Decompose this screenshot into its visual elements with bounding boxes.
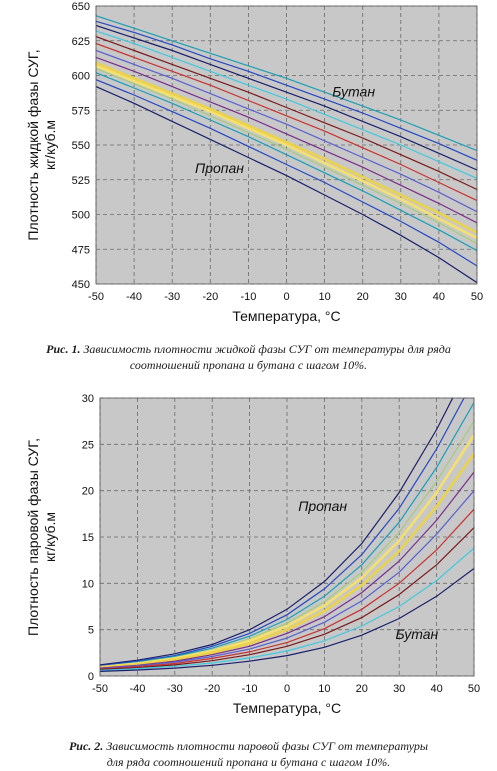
y-tick-label: 550 <box>72 140 90 152</box>
series-line <box>96 20 477 161</box>
vapor-density-chart: -50 -40 -30 -20 -10 0 10 20 30 40 50 0 5 10 15 20 25 30 Пр… <box>25 393 480 716</box>
y-tick-label: 575 <box>72 105 90 117</box>
x-axis-label: Температура, °С <box>233 700 341 716</box>
caption-text-line1: Зависимость плотности жидкой фазы СУГ от… <box>83 342 451 356</box>
series-line <box>96 36 477 191</box>
y-axis-label: Плотность жидкой фазы СУГ,кг/куб.м <box>25 49 58 240</box>
x-tick-label: -50 <box>88 291 104 303</box>
series-line <box>100 452 474 669</box>
y-axis-label: Плотность паровой фазы СУГ,кг/куб.м <box>25 438 58 636</box>
x-tick-label: 10 <box>318 683 330 695</box>
series-line <box>100 471 474 669</box>
series-line <box>100 402 474 668</box>
y-tick-label: 30 <box>82 393 94 405</box>
series-line <box>96 61 477 234</box>
x-tick-label: 50 <box>468 683 480 695</box>
y-tick-label: 20 <box>82 486 94 498</box>
series-line <box>96 56 477 224</box>
series-line <box>96 30 477 179</box>
y-axis-label-line1: Плотность паровой фазы СУГ, <box>25 438 41 636</box>
y-tick-label: 5 <box>88 625 94 637</box>
series-annotation: Пропан <box>298 498 347 514</box>
x-tick-label: 0 <box>284 683 290 695</box>
x-tick-label: 10 <box>318 291 330 303</box>
series-line <box>96 49 477 213</box>
x-tick-label: -50 <box>92 683 108 695</box>
x-tick-label: -40 <box>129 683 145 695</box>
caption-text-line2: соотношений пропана и бутана с шагом 10%… <box>129 358 368 372</box>
series-line <box>96 86 477 284</box>
series-line <box>100 398 465 667</box>
x-tick-label: 30 <box>393 683 405 695</box>
figure-caption-2: Рис. 2. Зависимость плотности паровой фа… <box>8 738 489 770</box>
x-tick-label: -30 <box>167 683 183 695</box>
series-group <box>96 15 477 284</box>
caption-label: Рис. 2. <box>68 739 104 753</box>
y-tick-label: 625 <box>72 36 90 48</box>
y-tick-label: 25 <box>82 439 94 451</box>
series-annotation: Пропан <box>195 160 244 176</box>
x-tick-label: -40 <box>126 291 142 303</box>
x-tick-label: 20 <box>357 291 369 303</box>
y-tick-label: 525 <box>72 175 90 187</box>
series-line <box>96 79 477 267</box>
series-line <box>96 42 477 202</box>
x-axis-label: Температура, °С <box>232 308 340 324</box>
liquid-density-chart: -50 -40 -30 -20 -10 0 10 20 30 40 50 450 475 500 525 55… <box>25 1 483 324</box>
x-tick-label: 20 <box>356 683 368 695</box>
x-tick-label: -10 <box>242 683 258 695</box>
y-axis-label-line2: кг/куб.м <box>42 512 58 562</box>
series-line <box>96 24 477 171</box>
series-line <box>100 490 474 670</box>
series-line <box>96 72 477 252</box>
x-tick-label: -30 <box>164 291 180 303</box>
series-line <box>96 67 477 245</box>
y-tick-label: 450 <box>72 279 90 291</box>
y-tick-label: 500 <box>72 210 90 222</box>
series-line <box>96 64 477 240</box>
x-tick-label: -20 <box>202 291 218 303</box>
series-line <box>100 527 474 671</box>
y-tick-label: 0 <box>88 671 94 683</box>
x-tick-label: 30 <box>395 291 407 303</box>
x-tick-label: 40 <box>430 683 442 695</box>
y-tick-label: 475 <box>72 244 90 256</box>
y-tick-label: 600 <box>72 71 90 83</box>
series-line <box>100 547 474 671</box>
series-line <box>96 15 477 152</box>
series-annotation: Бутан <box>332 83 375 99</box>
caption-text-line2: для ряда соотношений пропана и бутана с … <box>106 755 391 769</box>
y-tick-label: 15 <box>82 532 94 544</box>
y-tick-label: 650 <box>72 1 90 13</box>
figure-liquid-density: -50 -40 -30 -20 -10 0 10 20 30 40 50 450 475 500 525 55… <box>0 0 497 372</box>
y-tick-label: 10 <box>82 578 94 590</box>
plot-frame <box>99 397 475 677</box>
y-axis-label-line2: кг/куб.м <box>42 120 58 170</box>
caption-label: Рис. 1. <box>46 342 81 356</box>
plot-frame <box>95 5 478 285</box>
y-axis-label-line1: Плотность жидкой фазы СУГ, <box>25 49 41 240</box>
x-tick-label: 50 <box>471 291 483 303</box>
x-tick-label: 40 <box>433 291 445 303</box>
figure-caption-1: Рис. 1. Зависимость плотности жидкой фаз… <box>8 341 489 373</box>
caption-text-line1: Зависимость плотности паровой фазы СУГ о… <box>106 739 429 753</box>
series-line <box>100 398 454 666</box>
series-group <box>100 398 474 672</box>
series-line <box>100 508 474 670</box>
x-tick-label: 0 <box>283 291 289 303</box>
x-tick-label: -20 <box>204 683 220 695</box>
figure-vapor-density: -50 -40 -30 -20 -10 0 10 20 30 40 50 0 5 10 15 20 25 30 Пр… <box>0 386 497 771</box>
series-line <box>100 568 474 672</box>
x-tick-label: -10 <box>240 291 256 303</box>
series-annotation: Бутан <box>395 626 438 642</box>
